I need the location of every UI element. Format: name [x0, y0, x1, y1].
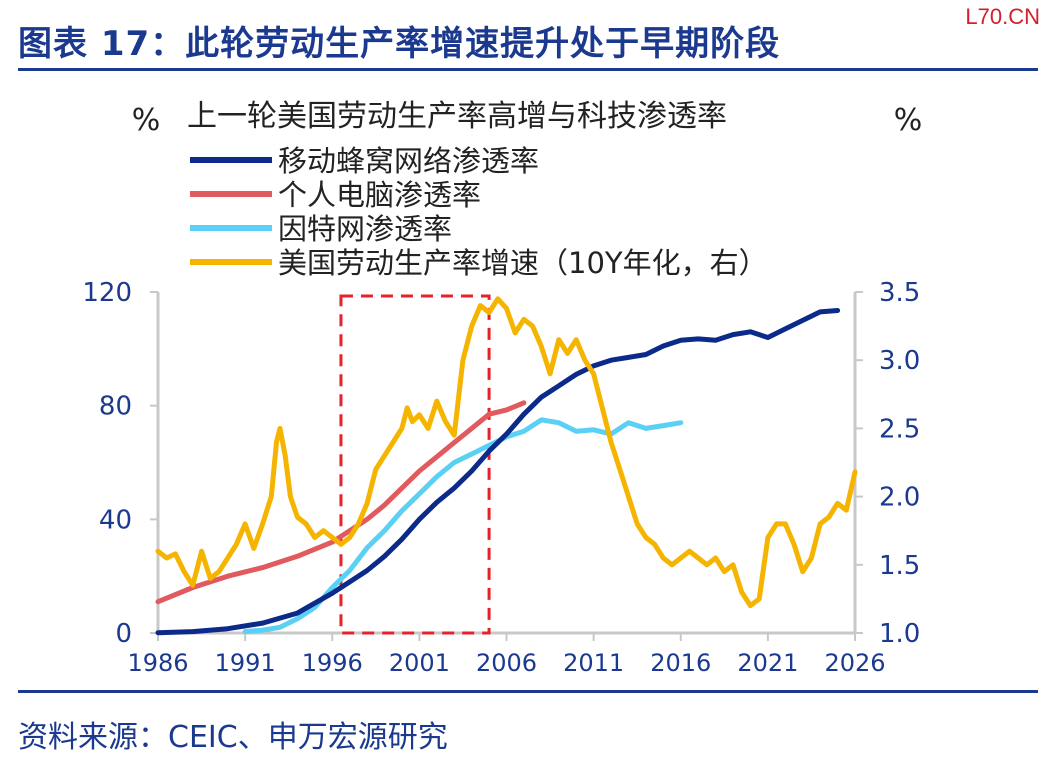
- highlight-box: [339, 294, 491, 635]
- right-y-tick-label: 1.0: [879, 619, 920, 649]
- left-y-tick-label: 40: [99, 505, 132, 535]
- footer-divider: [18, 690, 1038, 693]
- figure-title: 图表 17：此轮劳动生产率增速提升处于早期阶段: [18, 24, 781, 64]
- right-y-tick-label: 2.0: [879, 483, 920, 513]
- series-line-3: [155, 296, 858, 609]
- right-y-tick-label: 2.5: [879, 414, 920, 444]
- x-tick-label: 1986: [127, 649, 188, 677]
- series-line-1: [155, 400, 527, 605]
- series-line-0: [155, 308, 841, 636]
- x-tick-label: 2006: [476, 649, 537, 677]
- left-y-tick-label: 80: [99, 392, 132, 422]
- x-tick-label: 2016: [650, 649, 711, 677]
- chart-title: 上一轮美国劳动生产率高增与科技渗透率: [187, 99, 727, 134]
- legend-label-2: 因特网渗透率: [278, 212, 452, 246]
- source-note: 资料来源：CEIC、申万宏源研究: [18, 720, 448, 755]
- series-group: [155, 296, 858, 636]
- right-y-tick-label: 3.0: [879, 346, 920, 376]
- axes: 1986 1991 1996 2001 2006 2011 2016 2021 2026 0 40 8…: [82, 278, 920, 677]
- title-divider: [18, 68, 1038, 71]
- x-tick-label: 2001: [389, 649, 450, 677]
- left-y-tick-label: 120: [82, 278, 132, 308]
- x-tick-label: 1991: [215, 649, 276, 677]
- right-axis-unit: %: [894, 103, 923, 138]
- legend-label-0: 移动蜂窝网络渗透率: [278, 144, 539, 178]
- x-tick-label: 2011: [563, 649, 624, 677]
- left-y-tick-label: 0: [115, 619, 132, 649]
- legend-label-3: 美国劳动生产率增速（10Y年化，右）: [278, 246, 768, 280]
- x-tick-label: 2021: [737, 649, 798, 677]
- right-y-tick-label: 3.5: [879, 278, 920, 308]
- left-axis-unit: %: [132, 103, 161, 138]
- legend-label-1: 个人电脑渗透率: [278, 178, 481, 212]
- x-tick-label: 1996: [302, 649, 363, 677]
- x-tick-label: 2026: [824, 649, 885, 677]
- chart-svg: % 上一轮美国劳动生产率高增与科技渗透率 % 移动蜂窝网络渗透率个人电脑渗透率因…: [82, 99, 923, 677]
- watermark: L70.CN: [965, 4, 1040, 29]
- right-y-tick-label: 1.5: [879, 551, 920, 581]
